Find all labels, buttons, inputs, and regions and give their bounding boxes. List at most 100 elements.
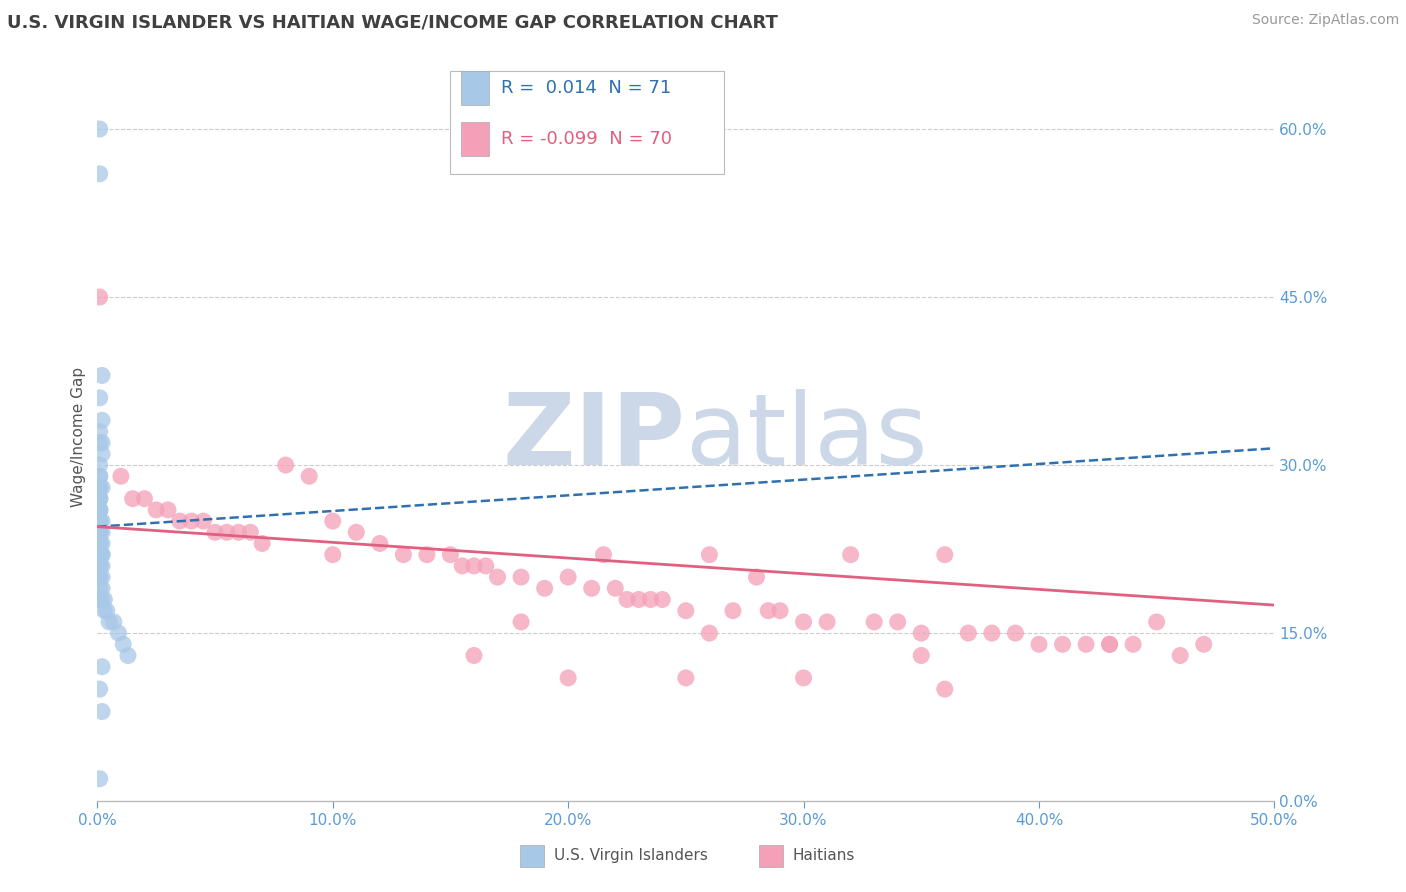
Point — [89, 570, 111, 584]
Point — [557, 570, 579, 584]
Point — [180, 514, 202, 528]
Point — [89, 514, 111, 528]
Point — [89, 525, 111, 540]
Point — [486, 570, 509, 584]
Point — [581, 582, 603, 596]
Point — [89, 469, 111, 483]
Text: U.S. VIRGIN ISLANDER VS HAITIAN WAGE/INCOME GAP CORRELATION CHART: U.S. VIRGIN ISLANDER VS HAITIAN WAGE/INC… — [7, 13, 778, 31]
Point — [110, 469, 132, 483]
Point — [89, 525, 111, 540]
Point — [439, 548, 461, 562]
Point — [793, 615, 815, 629]
Point — [474, 558, 496, 573]
Text: ZIP: ZIP — [503, 389, 686, 485]
Point — [793, 671, 815, 685]
Point — [93, 592, 115, 607]
Point — [344, 525, 367, 540]
Point — [91, 480, 114, 494]
Y-axis label: Wage/Income Gap: Wage/Income Gap — [72, 367, 86, 508]
Point — [204, 525, 226, 540]
Point — [91, 447, 114, 461]
Point — [1098, 637, 1121, 651]
Point — [89, 514, 111, 528]
Point — [769, 604, 792, 618]
Point — [103, 615, 125, 629]
Point — [193, 514, 215, 528]
Point — [89, 525, 111, 540]
Point — [756, 604, 779, 618]
Point — [98, 615, 121, 629]
Point — [1168, 648, 1191, 663]
Point — [91, 548, 114, 562]
Point — [640, 592, 662, 607]
Point — [886, 615, 908, 629]
Point — [533, 582, 555, 596]
Point — [89, 425, 111, 439]
Point — [89, 503, 111, 517]
Point — [89, 548, 111, 562]
Point — [89, 503, 111, 517]
Point — [416, 548, 439, 562]
Point — [322, 548, 344, 562]
Point — [215, 525, 238, 540]
Point — [93, 604, 115, 618]
Point — [745, 570, 768, 584]
Point — [89, 558, 111, 573]
Point — [89, 167, 111, 181]
Point — [510, 570, 533, 584]
Point — [89, 548, 111, 562]
Point — [910, 648, 932, 663]
Point — [117, 648, 139, 663]
Point — [89, 491, 111, 506]
Point — [451, 558, 474, 573]
Point — [980, 626, 1002, 640]
Point — [228, 525, 250, 540]
Point — [107, 626, 129, 640]
Point — [368, 536, 391, 550]
Point — [91, 705, 114, 719]
Point — [239, 525, 262, 540]
Point — [89, 391, 111, 405]
Point — [134, 491, 156, 506]
Point — [699, 626, 721, 640]
Point — [89, 570, 111, 584]
Point — [169, 514, 191, 528]
Point — [392, 548, 415, 562]
Point — [91, 558, 114, 573]
Point — [1074, 637, 1097, 651]
Point — [89, 548, 111, 562]
Point — [145, 503, 167, 517]
Point — [89, 525, 111, 540]
Point — [89, 290, 111, 304]
Point — [91, 570, 114, 584]
Point — [91, 435, 114, 450]
Point — [91, 659, 114, 673]
Point — [274, 458, 297, 472]
Point — [89, 514, 111, 528]
Point — [699, 548, 721, 562]
Point — [89, 592, 111, 607]
Point — [463, 558, 485, 573]
Point — [91, 536, 114, 550]
Point — [675, 671, 697, 685]
Point — [91, 592, 114, 607]
Point — [934, 548, 956, 562]
Text: Source: ZipAtlas.com: Source: ZipAtlas.com — [1251, 13, 1399, 28]
Point — [89, 480, 111, 494]
Point — [89, 503, 111, 517]
Point — [112, 637, 135, 651]
Point — [91, 525, 114, 540]
Point — [89, 503, 111, 517]
Point — [1028, 637, 1050, 651]
Point — [1098, 637, 1121, 651]
Point — [89, 491, 111, 506]
Point — [815, 615, 838, 629]
Point — [298, 469, 321, 483]
Point — [91, 548, 114, 562]
Text: U.S. Virgin Islanders: U.S. Virgin Islanders — [554, 848, 707, 863]
Point — [89, 582, 111, 596]
Point — [250, 536, 273, 550]
Point — [627, 592, 650, 607]
Point — [721, 604, 744, 618]
Point — [675, 604, 697, 618]
